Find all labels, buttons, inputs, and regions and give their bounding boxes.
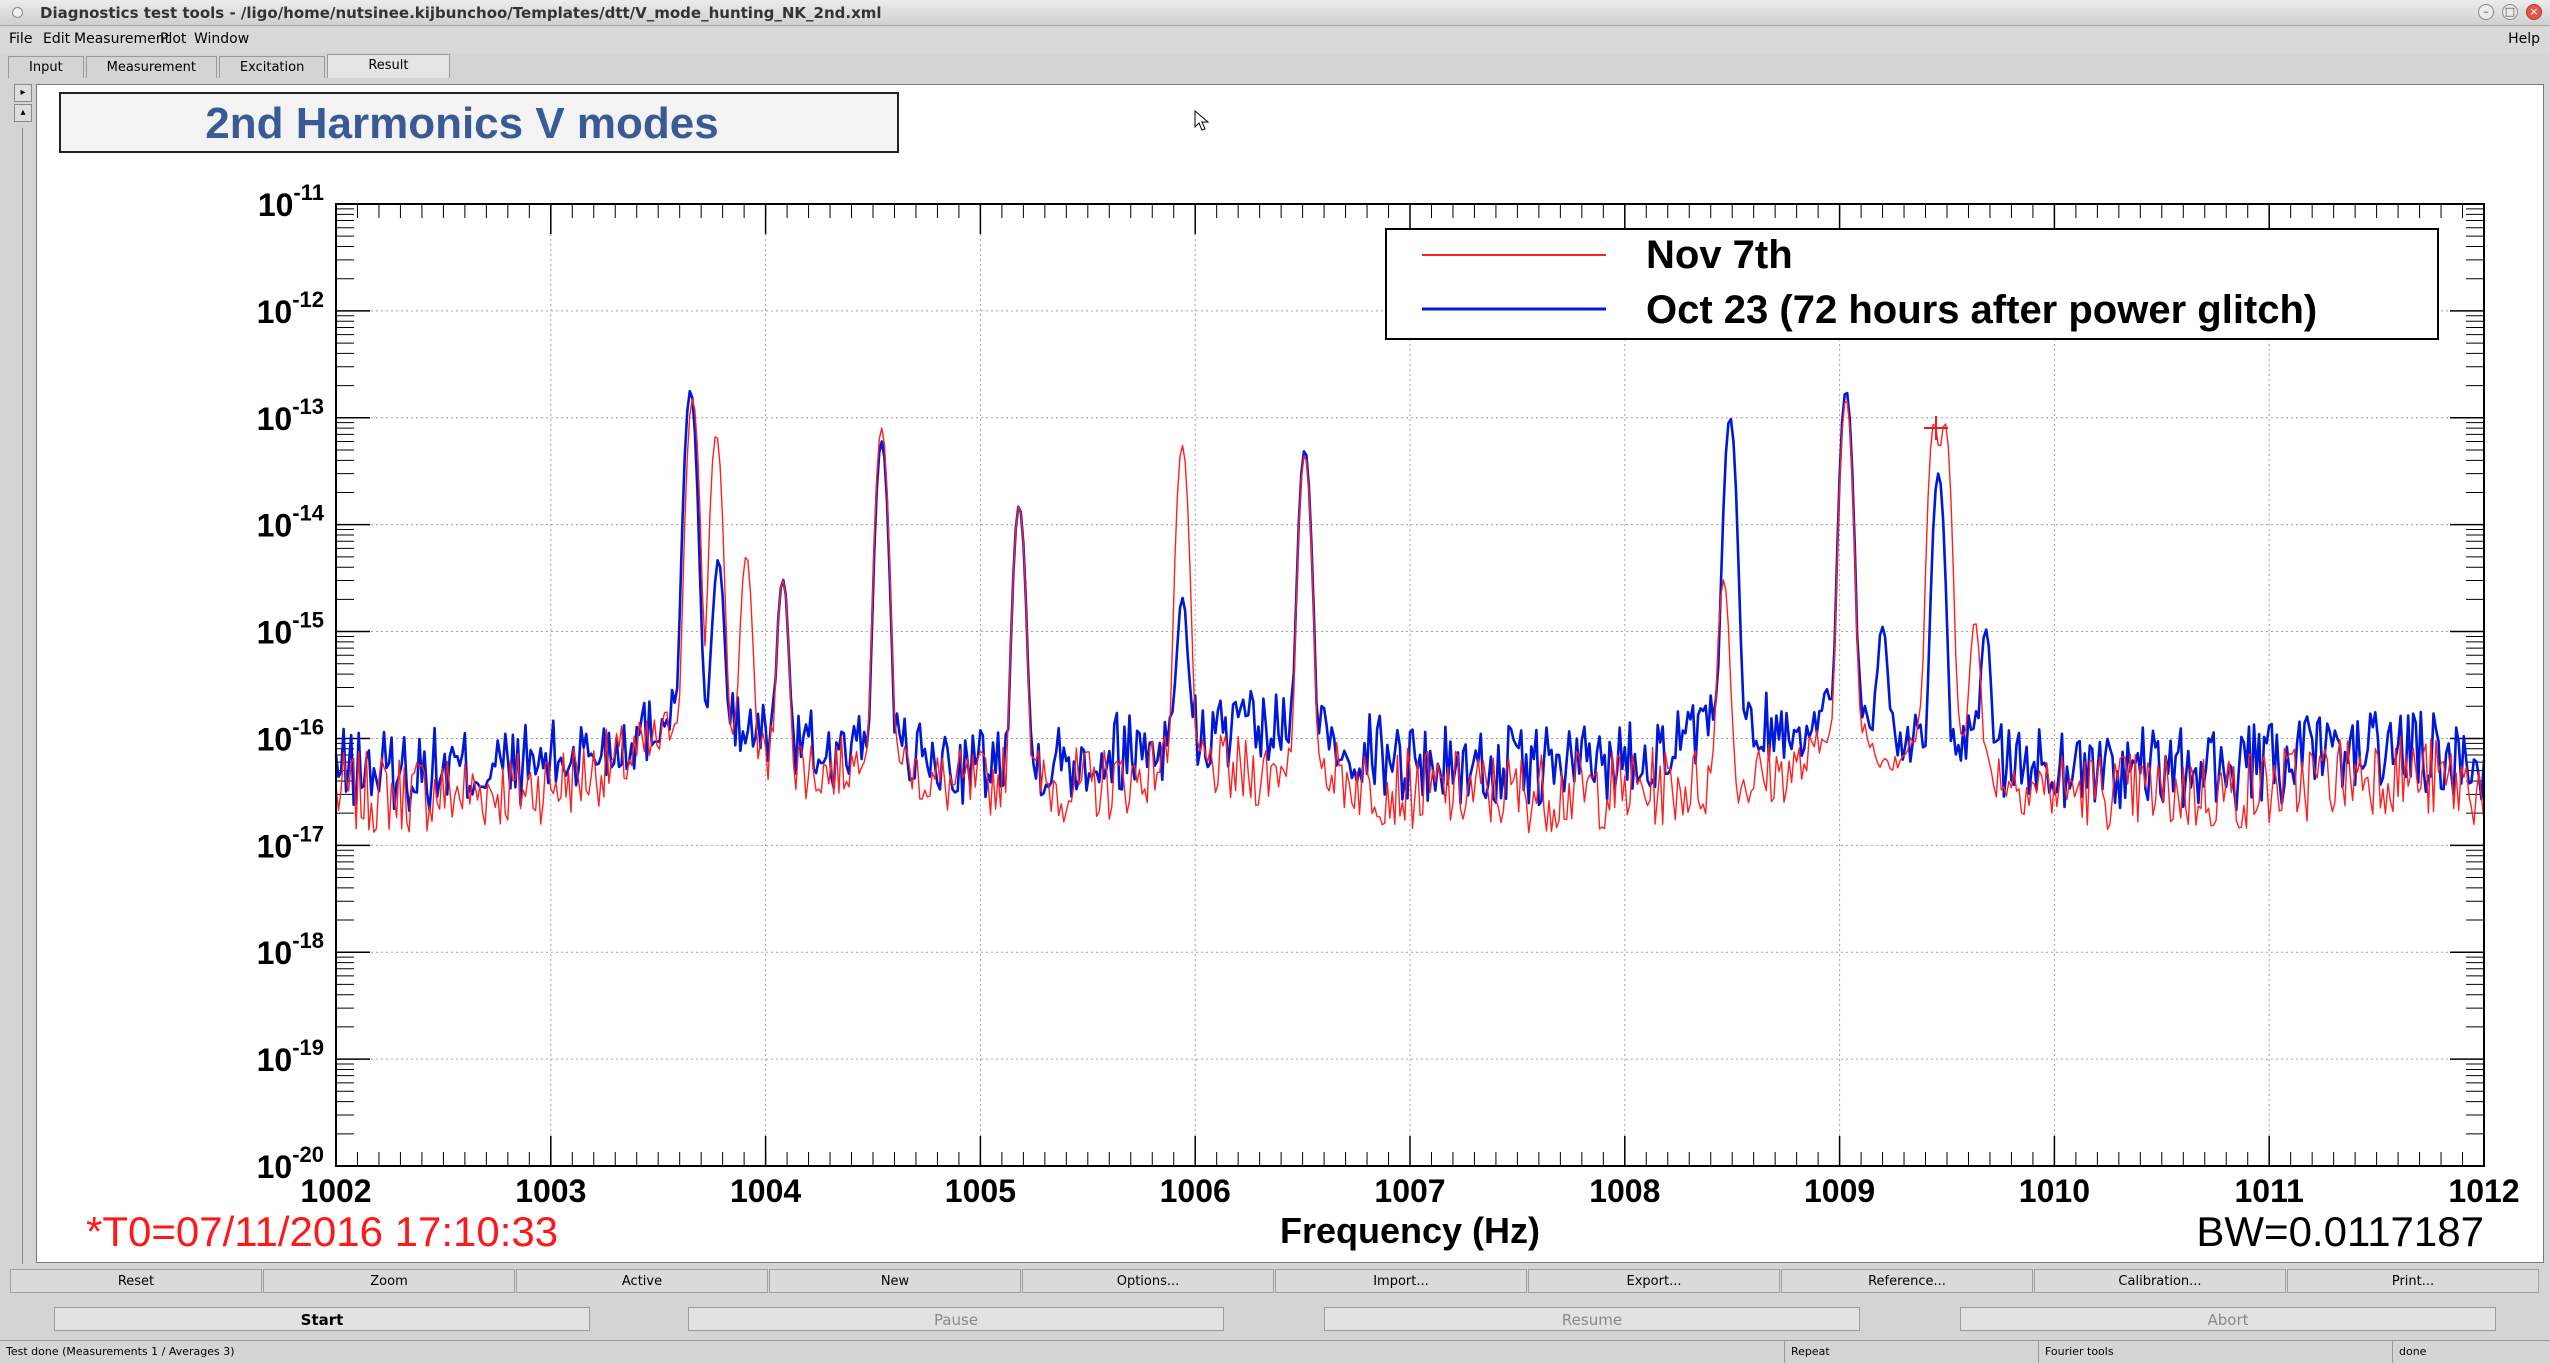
tab-input[interactable]: Input	[8, 56, 84, 78]
x-tick-label: 1010	[2019, 1173, 2090, 1209]
menu-measurement[interactable]: Measurement	[74, 31, 171, 47]
calibration-button[interactable]: Calibration...	[2034, 1269, 2286, 1293]
export-button[interactable]: Export...	[1528, 1269, 1780, 1293]
y-tick-label: 10-14	[257, 501, 325, 544]
x-tick-labels: 1002 1003 1004 1005 1006 1007 1008 1009 1010 1011…	[300, 1173, 2519, 1209]
x-tick-label: 1009	[1804, 1173, 1875, 1209]
menu-edit[interactable]: Edit	[43, 31, 71, 47]
minimize-icon[interactable]: –	[2478, 4, 2494, 20]
legend-label-oct23: Oct 23 (72 hours after power glitch)	[1646, 288, 2317, 332]
zoom-button[interactable]: Zoom	[263, 1269, 515, 1293]
y-tick-label: 10-12	[257, 287, 324, 330]
print-button[interactable]: Print...	[2287, 1269, 2539, 1293]
y-tick-label: 10-15	[257, 608, 324, 651]
cursor-marker	[1924, 416, 1948, 440]
x-tick-label: 1007	[1374, 1173, 1445, 1209]
plot-series	[334, 389, 2486, 834]
options-button[interactable]: Options...	[1022, 1269, 1274, 1293]
series-line-oct23	[334, 389, 2486, 813]
window-titlebar: Diagnostics test tools - /ligo/home/nuts…	[0, 0, 2550, 26]
window-menu-icon[interactable]	[12, 7, 23, 18]
status-state: done	[2392, 1341, 2550, 1363]
pad-up-arrow-icon[interactable]: ▴	[14, 104, 32, 122]
pad-next-arrow-icon[interactable]: ▸	[14, 84, 32, 102]
x-tick-label: 1008	[1589, 1173, 1660, 1209]
plot-toolbar: Reset Zoom Active New Options... Import.…	[10, 1269, 2540, 1295]
new-button[interactable]: New	[769, 1269, 1021, 1293]
start-button[interactable]: Start	[54, 1307, 590, 1331]
spectrum-plot[interactable]: 2nd Harmonics V modes 10-1110-1210-1310-…	[36, 84, 2544, 1263]
x-tick-label: 1006	[1160, 1173, 1231, 1209]
close-icon[interactable]: ×	[2526, 4, 2542, 20]
plot-title-box: 2nd Harmonics V modes	[59, 92, 899, 153]
menu-window[interactable]: Window	[194, 31, 250, 47]
abort-button[interactable]: Abort	[1960, 1307, 2496, 1331]
reset-button[interactable]: Reset	[10, 1269, 262, 1293]
x-tick-label: 1012	[2448, 1173, 2519, 1209]
status-bar: Test done (Measurements 1 / Averages 3) …	[0, 1340, 2550, 1364]
pad-selector: ▸ ▴	[14, 84, 32, 124]
plot-title: 2nd Harmonics V modes	[205, 99, 718, 148]
y-tick-label: 10-17	[257, 821, 324, 864]
y-tick-label: 10-13	[257, 394, 324, 437]
status-repeat: Repeat	[1784, 1341, 2038, 1363]
window-title: Diagnostics test tools - /ligo/home/nuts…	[40, 4, 882, 22]
legend: Nov 7th Oct 23 (72 hours after power gli…	[1385, 228, 2439, 340]
menu-plot[interactable]: Plot	[160, 31, 187, 47]
series-line-nov7	[335, 398, 2485, 834]
resume-button[interactable]: Resume	[1324, 1307, 1860, 1331]
legend-label-nov7: Nov 7th	[1646, 233, 1793, 277]
active-button[interactable]: Active	[516, 1269, 768, 1293]
y-tick-label: 10-19	[257, 1035, 324, 1078]
tab-result[interactable]: Result	[327, 54, 450, 78]
tab-excitation[interactable]: Excitation	[218, 56, 326, 78]
menu-bar: File Edit Measurement Plot Window Help	[0, 27, 2550, 53]
main-tabs: Input Measurement Excitation Result	[8, 54, 452, 80]
y-tick-label: 10-20	[257, 1142, 324, 1185]
plot-grid	[336, 204, 2484, 1166]
import-button[interactable]: Import...	[1275, 1269, 1527, 1293]
tab-measurement[interactable]: Measurement	[85, 56, 217, 78]
pause-button[interactable]: Pause	[688, 1307, 1224, 1331]
x-tick-label: 1002	[300, 1173, 371, 1209]
mouse-pointer-icon	[1194, 110, 1210, 131]
menu-file[interactable]: File	[9, 31, 33, 47]
y-tick-labels: 10-11 10-12 10-13 10-14 10-15 10-16 10-17 10-18…	[257, 180, 325, 1185]
bandwidth-annotation: BW=0.0117187	[2196, 1208, 2484, 1255]
y-tick-label: 10-18	[257, 928, 324, 971]
x-tick-label: 1003	[515, 1173, 586, 1209]
pad-divider	[22, 128, 23, 1264]
menu-help[interactable]: Help	[2508, 31, 2540, 47]
y-tick-label: 10-16	[257, 714, 324, 757]
status-fourier-tools: Fourier tools	[2038, 1341, 2392, 1363]
t0-annotation: *T0=07/11/2016 17:10:33	[86, 1208, 558, 1255]
x-tick-label: 1004	[730, 1173, 801, 1209]
plot-ticks	[335, 203, 2485, 1167]
y-tick-label: 10-11	[258, 180, 324, 223]
x-tick-label: 1011	[2234, 1173, 2303, 1209]
x-axis-label: Frequency (Hz)	[1280, 1210, 1540, 1251]
control-bar: Start Pause Resume Abort	[0, 1305, 2550, 1335]
x-tick-label: 1005	[945, 1173, 1016, 1209]
plot-frame	[335, 203, 2485, 1167]
status-message: Test done (Measurements 1 / Averages 3)	[6, 1345, 235, 1358]
reference-button[interactable]: Reference...	[1781, 1269, 2033, 1293]
maximize-icon[interactable]: □	[2502, 4, 2518, 20]
